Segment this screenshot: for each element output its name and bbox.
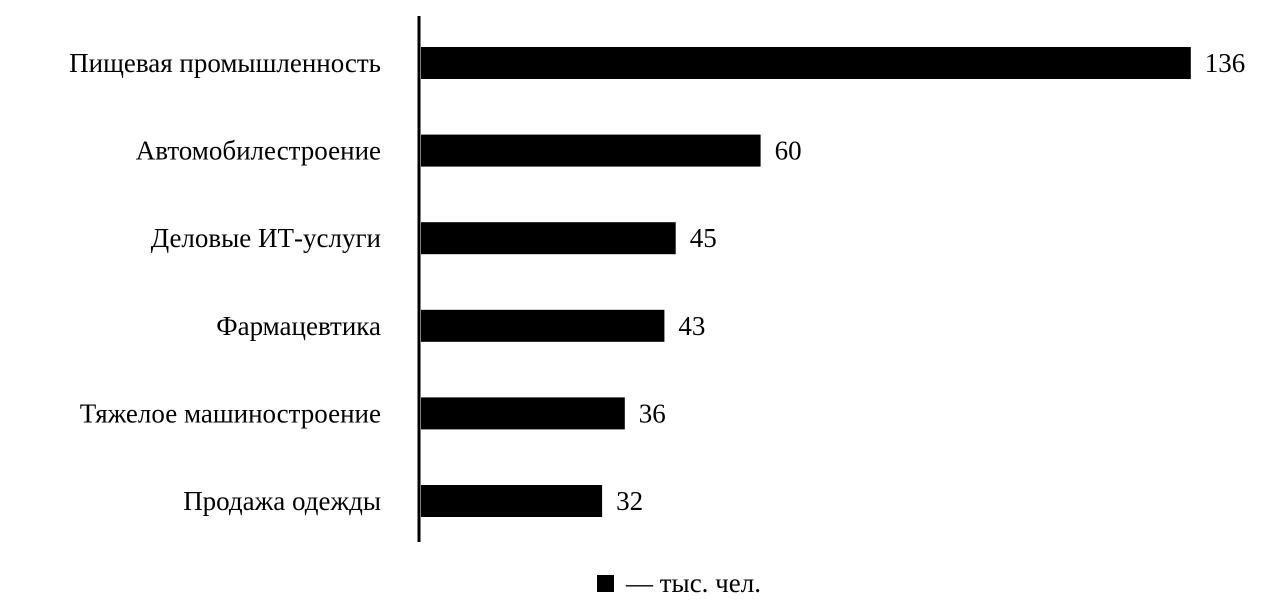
category-label: Деловые ИТ-услуги	[151, 223, 381, 253]
legend: — тыс. чел.	[597, 568, 761, 598]
value-label: 60	[775, 136, 802, 166]
value-label: 45	[690, 223, 717, 253]
legend-swatch	[597, 575, 614, 592]
legend-label: — тыс. чел.	[625, 568, 761, 595]
value-label: 36	[639, 398, 666, 428]
category-label: Автомобилестроение	[136, 136, 381, 166]
value-label: 43	[678, 311, 705, 341]
bar	[421, 47, 1191, 79]
value-labels: 136 60 45 43 36 32	[616, 48, 1245, 516]
bar	[421, 397, 625, 430]
bars-layer	[421, 47, 1191, 517]
category-label: Фармацевтика	[216, 311, 381, 341]
category-label: Тяжелое машиностроение	[80, 398, 381, 428]
category-label: Пищевая промышленность	[69, 48, 381, 78]
category-label: Продажа одежды	[183, 486, 381, 516]
bar	[421, 485, 603, 517]
category-labels: Пищевая промышленность Автомобилестроение…	[69, 48, 381, 516]
bar	[421, 222, 676, 255]
value-label: 136	[1205, 48, 1246, 78]
bar	[421, 309, 665, 342]
bar	[421, 134, 761, 167]
value-label: 32	[616, 486, 643, 516]
